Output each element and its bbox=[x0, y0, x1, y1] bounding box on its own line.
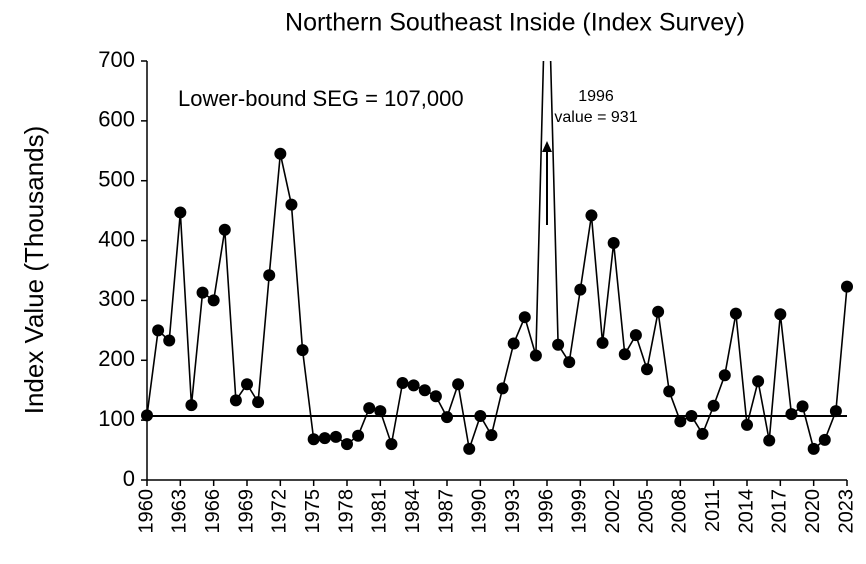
data-point bbox=[196, 286, 209, 299]
data-point bbox=[507, 337, 520, 350]
x-tick-label: 1972 bbox=[269, 489, 291, 534]
x-tick-label: 1984 bbox=[402, 489, 424, 534]
data-point bbox=[641, 363, 653, 376]
x-tick-label: 2011 bbox=[702, 489, 724, 532]
y-tick-label: 300 bbox=[98, 286, 135, 311]
x-tick-label: 1960 bbox=[135, 489, 157, 534]
data-point bbox=[174, 206, 187, 219]
data-point bbox=[596, 336, 609, 349]
data-point bbox=[674, 415, 687, 428]
data-point bbox=[729, 307, 742, 320]
data-point bbox=[274, 147, 287, 160]
reference-label: Lower-bound SEG = 107,000 bbox=[178, 86, 464, 111]
data-point bbox=[707, 399, 720, 412]
data-point bbox=[785, 408, 798, 421]
x-tick-label: 1969 bbox=[235, 489, 257, 534]
x-tick-label: 2008 bbox=[669, 489, 691, 534]
data-point bbox=[363, 402, 376, 415]
data-point bbox=[696, 427, 709, 440]
data-point bbox=[807, 442, 820, 455]
x-tick-label: 1987 bbox=[435, 489, 457, 534]
data-point bbox=[463, 442, 476, 455]
y-tick-label: 200 bbox=[98, 346, 135, 371]
data-point bbox=[407, 379, 420, 392]
data-point bbox=[629, 329, 642, 342]
y-tick-label: 0 bbox=[123, 466, 135, 491]
data-point bbox=[841, 280, 853, 293]
y-axis-label: Index Value (Thousands) bbox=[19, 126, 49, 415]
x-tick-label: 1966 bbox=[202, 489, 224, 534]
data-point bbox=[796, 400, 809, 413]
data-point bbox=[429, 390, 442, 403]
x-tick-label: 2002 bbox=[602, 489, 624, 534]
x-tick-label: 1975 bbox=[302, 489, 324, 534]
y-tick-label: 600 bbox=[98, 107, 135, 132]
data-point bbox=[263, 269, 276, 282]
data-point bbox=[618, 348, 631, 361]
data-point bbox=[818, 433, 831, 446]
plot-area bbox=[141, 61, 853, 455]
x-tick-label: 1999 bbox=[569, 489, 591, 534]
x-tick-label: 1993 bbox=[502, 489, 524, 534]
data-point bbox=[374, 405, 387, 418]
data-point bbox=[496, 382, 509, 395]
data-point bbox=[418, 384, 431, 397]
data-point bbox=[552, 338, 565, 351]
data-point bbox=[763, 434, 776, 447]
x-tick-label: 1978 bbox=[335, 489, 357, 534]
data-point bbox=[452, 378, 465, 391]
x-tick-label: 1963 bbox=[169, 489, 191, 534]
data-point bbox=[485, 429, 498, 442]
y-tick-label: 400 bbox=[98, 226, 135, 251]
x-tick-label: 1990 bbox=[469, 489, 491, 534]
data-point bbox=[441, 411, 453, 424]
data-point bbox=[318, 432, 331, 445]
data-point bbox=[185, 399, 198, 412]
data-point bbox=[652, 305, 665, 318]
y-tick-label: 500 bbox=[98, 167, 135, 192]
data-point bbox=[329, 430, 342, 443]
data-point bbox=[752, 375, 765, 388]
chart-title: Northern Southeast Inside (Index Survey) bbox=[285, 9, 745, 37]
data-point bbox=[396, 377, 409, 390]
data-point bbox=[296, 344, 309, 357]
annotation-value: value = 931 bbox=[554, 109, 637, 126]
data-point bbox=[741, 418, 753, 431]
x-tick-label: 2017 bbox=[769, 489, 791, 534]
x-tick-label: 2014 bbox=[735, 489, 757, 534]
y-tick-label: 700 bbox=[98, 47, 135, 72]
data-point bbox=[518, 311, 531, 324]
data-point bbox=[352, 429, 365, 442]
data-point bbox=[585, 209, 598, 222]
data-point bbox=[163, 334, 176, 347]
data-point bbox=[663, 385, 676, 398]
data-point bbox=[207, 294, 220, 307]
data-point bbox=[307, 433, 320, 446]
x-tick-label: 2005 bbox=[635, 489, 657, 534]
data-point bbox=[241, 378, 253, 391]
data-point bbox=[385, 438, 398, 451]
data-point bbox=[152, 324, 165, 337]
data-point bbox=[229, 394, 242, 407]
data-point bbox=[252, 396, 265, 409]
x-tick-label: 2020 bbox=[802, 489, 824, 534]
data-point bbox=[574, 283, 587, 296]
x-tick-label: 1996 bbox=[535, 489, 557, 534]
annotation-arrowhead bbox=[542, 141, 552, 152]
data-point bbox=[607, 236, 620, 249]
data-point bbox=[563, 356, 576, 369]
data-point bbox=[529, 349, 542, 362]
data-point bbox=[774, 308, 787, 321]
annotation-year: 1996 bbox=[578, 88, 614, 105]
x-tick-label: 1981 bbox=[369, 489, 391, 534]
data-point bbox=[718, 369, 731, 382]
x-tick-label: 2023 bbox=[835, 489, 857, 534]
y-tick-label: 100 bbox=[98, 406, 135, 431]
data-point bbox=[285, 198, 298, 211]
data-point bbox=[341, 438, 353, 451]
data-point bbox=[218, 223, 231, 236]
series-line bbox=[146, 61, 848, 451]
data-point bbox=[829, 405, 842, 418]
